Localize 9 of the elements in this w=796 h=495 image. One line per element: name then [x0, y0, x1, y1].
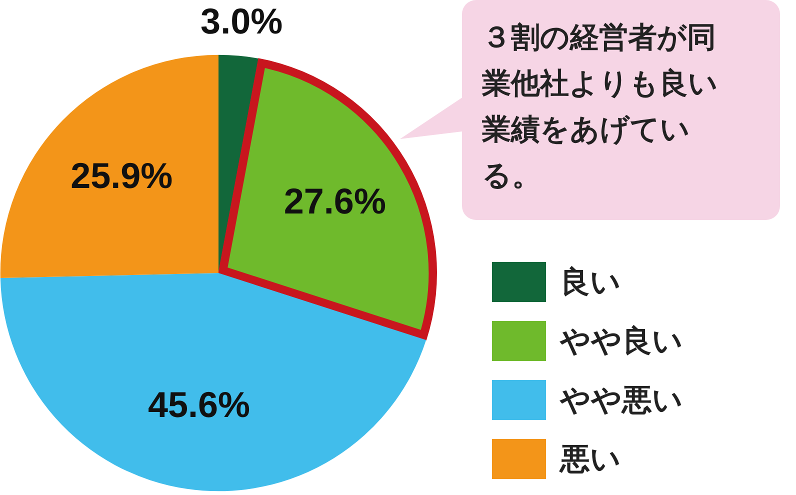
data-label: 45.6% — [148, 384, 250, 425]
legend-label: やや良い — [560, 322, 683, 360]
legend-label: やや悪い — [560, 382, 683, 420]
data-label: 27.6% — [284, 180, 386, 222]
data-label: 25.9% — [70, 155, 173, 196]
legend-label: 良い — [560, 264, 621, 302]
data-label: 3.0% — [200, 0, 283, 42]
text: ３割の経営者が同業他社よりも良い業績をあげている。 — [482, 20, 718, 192]
legend-label: 悪い — [560, 440, 621, 478]
